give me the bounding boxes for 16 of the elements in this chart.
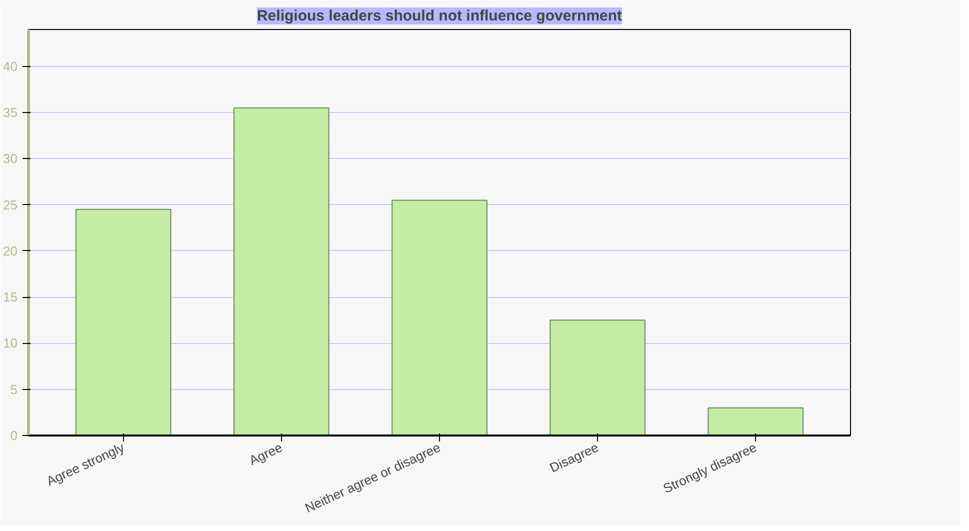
bar xyxy=(550,320,646,436)
y-tick-label: 5 xyxy=(10,382,18,397)
y-tick-label: 30 xyxy=(3,151,18,166)
y-tick-label: 25 xyxy=(3,197,18,212)
y-tick-label: 20 xyxy=(3,243,18,258)
bar xyxy=(708,407,804,436)
y-tick-label: 10 xyxy=(3,336,18,351)
chart-title: Religious leaders should not influence government xyxy=(256,8,622,24)
bar xyxy=(392,200,488,436)
y-tick-label: 40 xyxy=(3,58,18,74)
x-tick-label: Agree xyxy=(246,440,285,468)
y-tick-label: 35 xyxy=(3,105,18,120)
y-tick-label: 0 xyxy=(10,428,18,443)
y-tick-label: 15 xyxy=(3,290,18,305)
bar xyxy=(75,208,172,436)
bar xyxy=(234,107,330,436)
